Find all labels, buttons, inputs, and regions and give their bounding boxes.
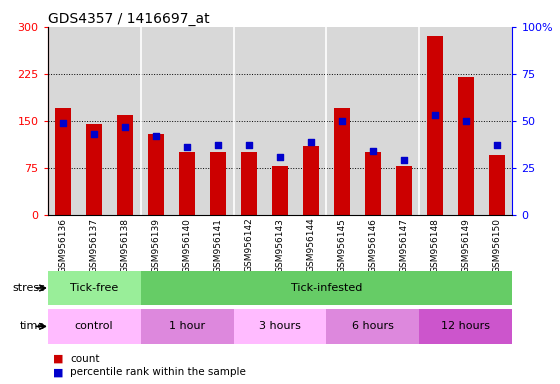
Text: GSM956149: GSM956149 (461, 218, 470, 273)
Point (276, 154, 284, 160)
Text: GSM956143: GSM956143 (276, 218, 284, 273)
Point (492, 142, 501, 149)
Bar (396, 166, 412, 215)
Text: 12 hours: 12 hours (441, 321, 491, 331)
Point (120, 124, 129, 130)
Bar (234, 309, 326, 344)
Text: Tick-infested: Tick-infested (291, 283, 362, 293)
Text: GSM956139: GSM956139 (152, 218, 161, 273)
Text: GSM956140: GSM956140 (183, 218, 192, 273)
Bar (55, 108, 71, 215)
Bar (141, 271, 512, 305)
Text: GSM956137: GSM956137 (90, 218, 99, 273)
Point (59, 120, 68, 126)
Bar (489, 156, 505, 215)
Bar (141, 309, 234, 344)
Point (183, 144, 192, 151)
Bar (419, 309, 512, 344)
Text: GSM956144: GSM956144 (306, 218, 315, 273)
Bar (427, 36, 442, 215)
Text: 3 hours: 3 hours (259, 321, 301, 331)
Bar (117, 115, 133, 215)
Text: GSM956138: GSM956138 (120, 218, 129, 273)
Text: GSM956142: GSM956142 (245, 218, 254, 273)
Bar (326, 309, 419, 344)
Bar (148, 134, 164, 215)
Point (431, 112, 440, 118)
Point (90, 131, 99, 137)
Point (306, 139, 315, 145)
Text: GSM956146: GSM956146 (368, 218, 377, 273)
Text: count: count (70, 354, 100, 364)
Bar (48, 271, 141, 305)
Bar (334, 108, 349, 215)
Text: 6 hours: 6 hours (352, 321, 394, 331)
Text: GSM956145: GSM956145 (338, 218, 347, 273)
Point (338, 118, 347, 124)
Text: time: time (20, 321, 45, 331)
Text: GSM956141: GSM956141 (213, 218, 222, 273)
Text: control: control (75, 321, 113, 331)
Bar (458, 77, 474, 215)
Bar (272, 166, 288, 215)
Bar (179, 152, 195, 215)
Text: GSM956150: GSM956150 (492, 218, 501, 273)
Text: ■: ■ (53, 367, 64, 377)
Point (152, 133, 161, 139)
Text: Tick-free: Tick-free (70, 283, 118, 293)
Point (461, 118, 470, 124)
Point (399, 157, 408, 164)
Bar (241, 152, 256, 215)
Text: GSM956148: GSM956148 (431, 218, 440, 273)
Point (213, 142, 222, 149)
Text: ■: ■ (53, 354, 64, 364)
Text: 1 hour: 1 hour (169, 321, 205, 331)
Text: percentile rank within the sample: percentile rank within the sample (70, 367, 246, 377)
Bar (48, 309, 141, 344)
Bar (303, 146, 319, 215)
Bar (86, 124, 102, 215)
Bar (365, 152, 381, 215)
Bar (210, 152, 226, 215)
Point (245, 142, 254, 149)
Text: GDS4357 / 1416697_at: GDS4357 / 1416697_at (48, 12, 209, 26)
Point (368, 148, 377, 154)
Text: GSM956147: GSM956147 (399, 218, 408, 273)
Text: stress: stress (12, 283, 45, 293)
Text: GSM956136: GSM956136 (59, 218, 68, 273)
